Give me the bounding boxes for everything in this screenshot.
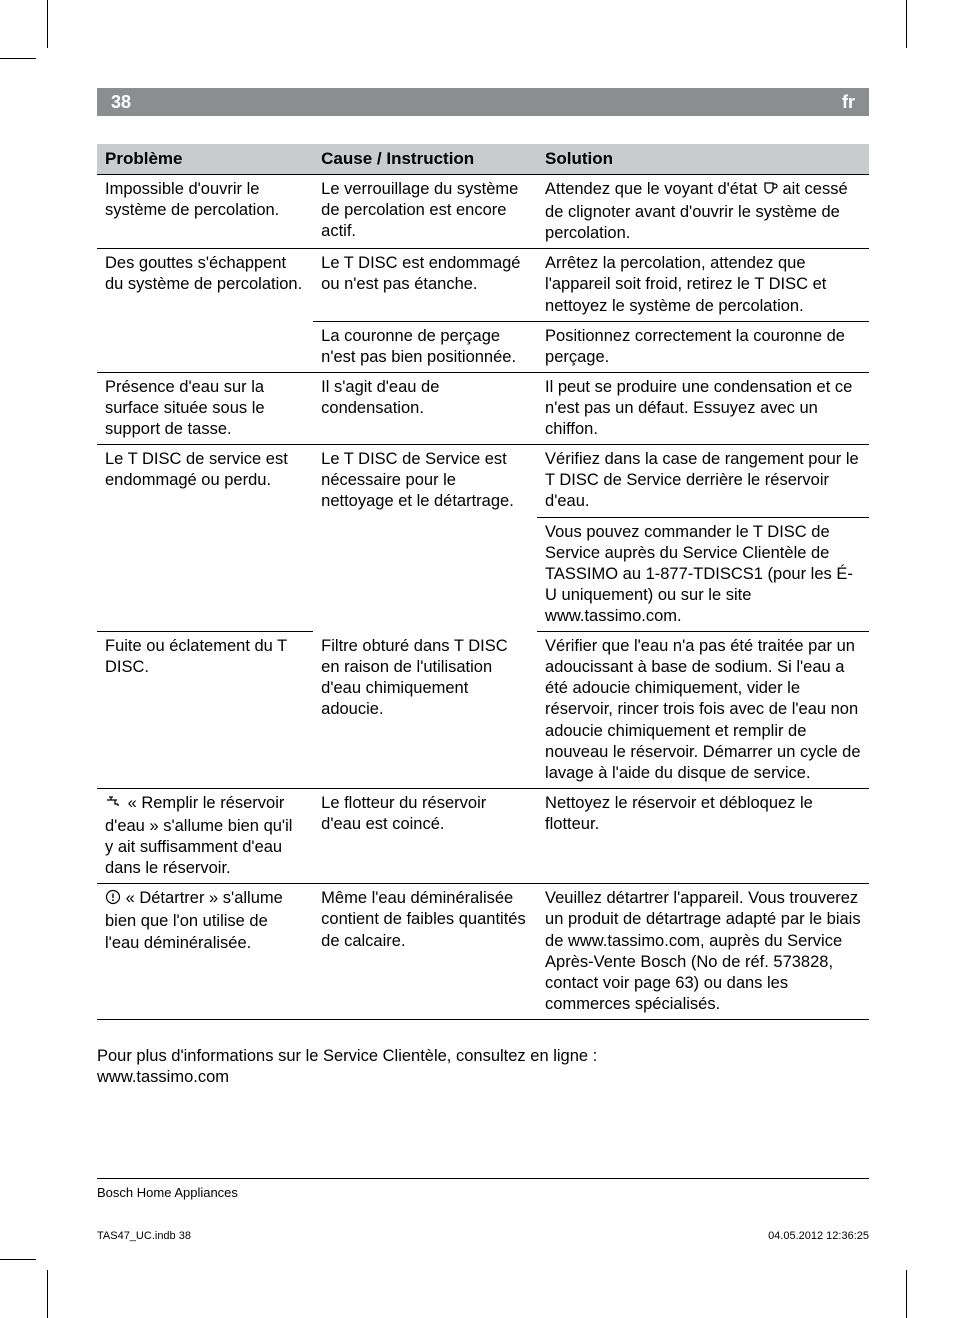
cell-problem: « Remplir le réservoir d'eau » s'allume … <box>97 788 313 883</box>
problem-text: « Détartrer » s'allume bien que l'on uti… <box>105 889 283 951</box>
footer-note: Pour plus d'informations sur le Service … <box>97 1046 869 1088</box>
footer-note-line1: Pour plus d'informations sur le Service … <box>97 1046 869 1067</box>
crop-mark <box>47 1270 48 1318</box>
print-file: TAS47_UC.indb 38 <box>97 1230 191 1242</box>
col-header-problem: Problème <box>97 144 313 175</box>
cell-solution: Veuillez détartrer l'appareil. Vous trou… <box>537 884 869 1020</box>
table-row: Présence d'eau sur la surface située sou… <box>97 372 869 444</box>
cell-problem: Des gouttes s'échappent du système de pe… <box>97 249 313 373</box>
footer-brand: Bosch Home Appliances <box>97 1185 238 1200</box>
tap-icon <box>105 794 123 816</box>
troubleshooting-table: Problème Cause / Instruction Solution Im… <box>97 144 869 1020</box>
crop-mark <box>906 1270 907 1318</box>
cell-solution: Vous pouvez commander le T DISC de Servi… <box>537 517 869 632</box>
crop-mark <box>906 0 907 48</box>
cell-solution: Vérifier que l'eau n'a pas été traitée p… <box>537 632 869 789</box>
print-metadata: TAS47_UC.indb 38 04.05.2012 12:36:25 <box>97 1230 869 1242</box>
cell-solution: Il peut se produire une condensation et … <box>537 372 869 444</box>
cell-cause: Filtre obturé dans T DISC en raison de l… <box>313 632 537 789</box>
footer-note-line2: www.tassimo.com <box>97 1067 869 1088</box>
cell-problem: Présence d'eau sur la surface située sou… <box>97 372 313 444</box>
table-row: « Remplir le réservoir d'eau » s'allume … <box>97 788 869 883</box>
solution-text-pre: Attendez que le voyant d'état <box>545 180 762 198</box>
page-language: fr <box>828 92 869 113</box>
crop-mark <box>0 58 36 59</box>
page-footer: Bosch Home Appliances <box>97 1178 869 1200</box>
cell-cause: Même l'eau déminéralisée contient de fai… <box>313 884 537 1020</box>
cell-cause: Le verrouillage du système de percolatio… <box>313 175 537 249</box>
cell-solution: Nettoyez le réservoir et débloquez le fl… <box>537 788 869 883</box>
cell-solution: Positionnez correctement la couronne de … <box>537 321 869 372</box>
cell-problem: « Détartrer » s'allume bien que l'on uti… <box>97 884 313 1020</box>
table-row: Fuite ou éclatement du T DISC. Filtre ob… <box>97 632 869 789</box>
cell-problem: Fuite ou éclatement du T DISC. <box>97 632 313 789</box>
table-row: Des gouttes s'échappent du système de pe… <box>97 249 869 321</box>
table-row: « Détartrer » s'allume bien que l'on uti… <box>97 884 869 1020</box>
print-timestamp: 04.05.2012 12:36:25 <box>768 1230 869 1242</box>
warning-icon <box>105 889 121 911</box>
cell-cause: Il s'agit d'eau de condensation. <box>313 372 537 444</box>
problem-text: « Remplir le réservoir d'eau » s'allume … <box>105 794 292 877</box>
table-row: Le T DISC de service est endommagé ou pe… <box>97 445 869 517</box>
table-row: Impossible d'ouvrir le système de percol… <box>97 175 869 249</box>
table-header-row: Problème Cause / Instruction Solution <box>97 144 869 175</box>
cell-cause: Le T DISC de Service est nécessaire pour… <box>313 445 537 632</box>
page-number: 38 <box>97 92 145 113</box>
col-header-cause: Cause / Instruction <box>313 144 537 175</box>
col-header-solution: Solution <box>537 144 869 175</box>
cup-icon <box>762 180 778 202</box>
cell-cause: Le T DISC est endommagé ou n'est pas éta… <box>313 249 537 321</box>
page-content: 38 fr Problème Cause / Instruction Solut… <box>47 58 907 1260</box>
cell-cause: Le flotteur du réservoir d'eau est coinc… <box>313 788 537 883</box>
cell-solution: Vérifiez dans la case de rangement pour … <box>537 445 869 517</box>
crop-mark <box>47 0 48 48</box>
cell-cause: La couronne de perçage n'est pas bien po… <box>313 321 537 372</box>
cell-solution: Arrêtez la percolation, attendez que l'a… <box>537 249 869 321</box>
page-header-bar: 38 fr <box>97 88 869 116</box>
cell-problem: Impossible d'ouvrir le système de percol… <box>97 175 313 249</box>
cell-problem: Le T DISC de service est endommagé ou pe… <box>97 445 313 632</box>
crop-mark <box>0 1259 36 1260</box>
cell-solution: Attendez que le voyant d'état ait cessé … <box>537 175 869 249</box>
